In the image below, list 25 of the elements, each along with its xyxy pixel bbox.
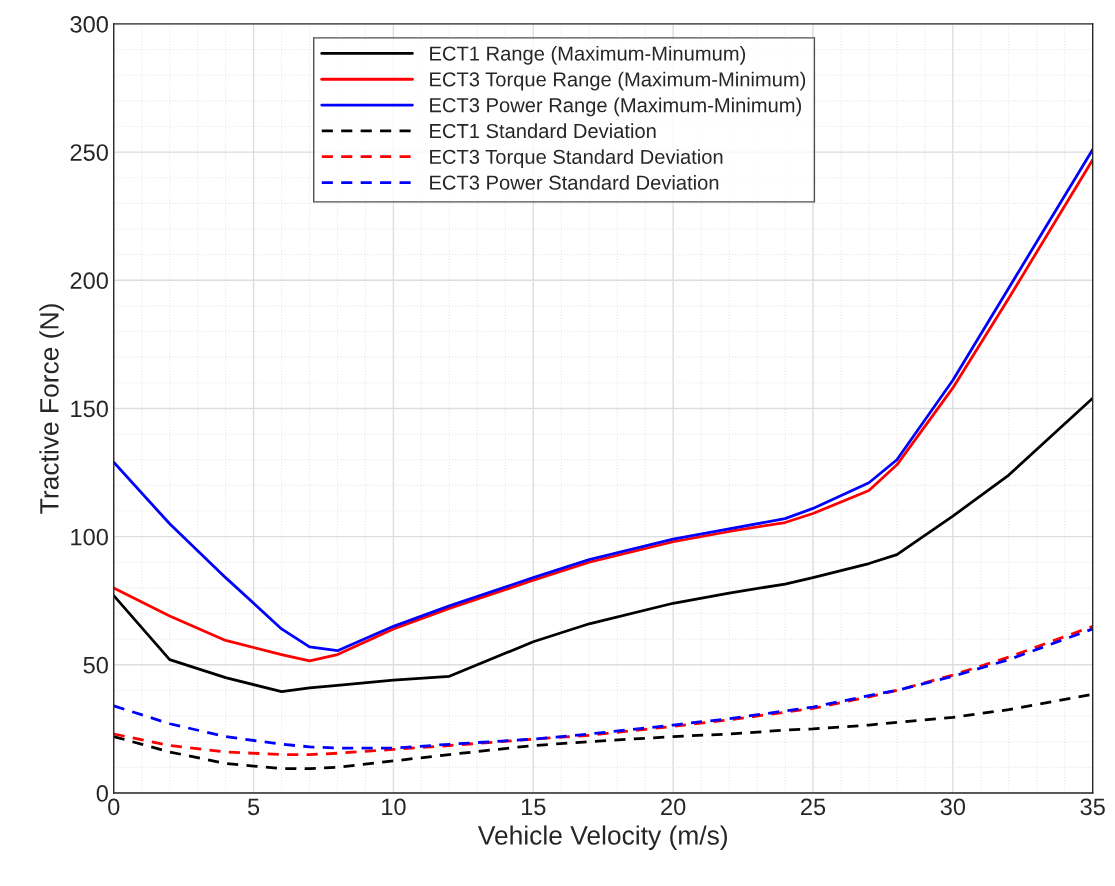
x-tick-label: 5 [247, 798, 260, 816]
line-series [113, 692, 1093, 771]
y-tick-label: 50 [83, 656, 108, 674]
x-axis-title: Vehicle Velocity (m/s) [477, 825, 727, 850]
x-tick-label: 0 [108, 798, 120, 816]
legend-label: ECT1 Range (Maximum-Minumum) [430, 45, 746, 65]
x-tick-label: 35 [1080, 798, 1105, 816]
x-tick-label: 20 [661, 798, 686, 816]
x-tick-label: 25 [801, 798, 826, 816]
legend-label: ECT3 Power Standard Deviation [430, 175, 719, 190]
legend-label: ECT1 Standard Deviation [430, 123, 656, 139]
legend-label: ECT3 Torque Range (Maximum-Minimum) [430, 71, 806, 91]
x-tick-label: 15 [521, 798, 546, 816]
legend-label: ECT3 Torque Standard Deviation [430, 149, 723, 168]
y-tick-label: 150 [71, 400, 108, 418]
y-tick-label: 200 [70, 272, 108, 290]
y-tick-label: 300 [70, 15, 108, 33]
y-tick-label: 250 [70, 144, 108, 161]
x-tick-label: 30 [940, 798, 966, 816]
line-series [113, 396, 1093, 694]
y-tick-label: 0 [96, 785, 108, 802]
legend-label: ECT3 Power Range (Maximum-Minimum) [430, 97, 801, 117]
y-axis-title: Tractive Force (N) [39, 304, 64, 514]
x-tick-label: 10 [382, 798, 406, 816]
y-tick-label: 100 [71, 528, 108, 546]
